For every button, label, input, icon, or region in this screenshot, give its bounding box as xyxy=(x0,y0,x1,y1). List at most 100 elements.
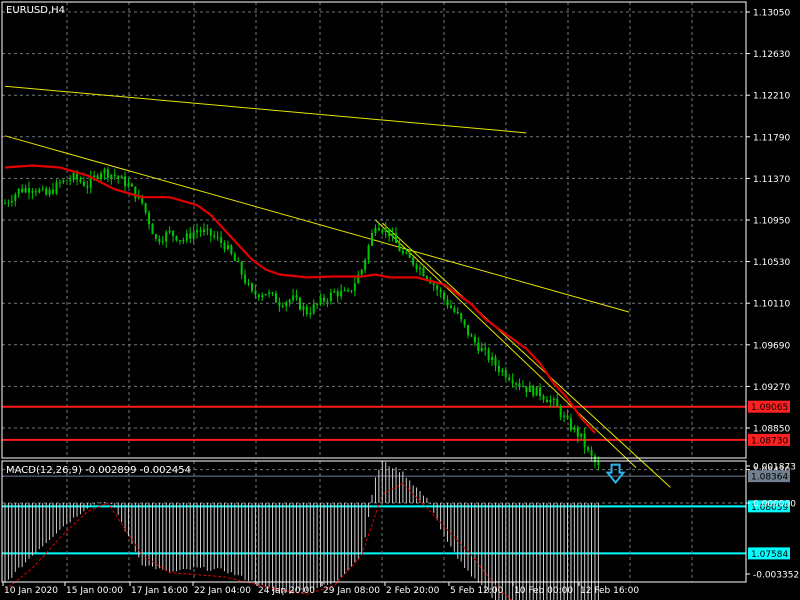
candle-body xyxy=(559,406,562,417)
candle-body xyxy=(528,385,531,393)
candle-body xyxy=(364,259,367,270)
candle-body xyxy=(288,300,291,303)
price-level-tag xyxy=(748,400,790,413)
candle-body xyxy=(333,291,336,293)
candle-body xyxy=(7,202,10,204)
candle-body xyxy=(130,183,133,187)
candle-body xyxy=(473,336,476,343)
candle-body xyxy=(566,415,569,419)
candle-body xyxy=(521,386,524,388)
candle-body xyxy=(539,387,542,397)
trendlines[interactable] xyxy=(4,85,671,488)
candle-body xyxy=(244,274,247,284)
candle-body xyxy=(189,233,192,239)
candle-body xyxy=(168,230,171,233)
candle-body xyxy=(583,433,586,448)
down-arrow-icon[interactable] xyxy=(605,463,626,485)
price-tick-label: 1.12210 xyxy=(753,92,790,102)
candle-body xyxy=(120,176,123,179)
chart-frames xyxy=(1,1,747,583)
candle-body xyxy=(141,195,144,204)
price-level-value: 1.09065 xyxy=(751,403,788,413)
candle-body xyxy=(264,293,267,296)
candle-body xyxy=(199,230,202,232)
candle-body xyxy=(340,290,343,297)
candle-body xyxy=(449,305,452,309)
trendline[interactable] xyxy=(4,85,527,134)
candle-body xyxy=(453,308,456,312)
time-tick-label: 5 Feb 12:00 xyxy=(450,586,504,596)
price-level-tag xyxy=(748,547,790,560)
macd-tick-label: -0.003352 xyxy=(753,571,799,581)
candle-body xyxy=(55,182,58,194)
candle-body xyxy=(103,169,106,174)
time-tick-label: 17 Jan 16:00 xyxy=(131,586,188,596)
down-arrow-shape[interactable] xyxy=(605,463,626,485)
candle-body xyxy=(17,188,20,195)
candle-body xyxy=(542,396,545,400)
horizontal-levels[interactable] xyxy=(2,405,746,555)
candle-body xyxy=(10,200,13,203)
candle-body xyxy=(254,291,257,295)
trendline[interactable] xyxy=(4,135,630,313)
candle-body xyxy=(374,227,377,234)
candle-body xyxy=(573,427,576,430)
candle-body xyxy=(110,174,113,178)
trendline[interactable] xyxy=(375,219,637,468)
candle-body xyxy=(384,228,387,233)
candle-body xyxy=(41,188,44,190)
candle-body xyxy=(206,228,209,230)
candle-body xyxy=(326,300,329,302)
candle-body xyxy=(391,233,394,237)
price-tick-label: 1.11790 xyxy=(753,133,790,143)
time-tick-label: 15 Jan 00:00 xyxy=(66,586,123,596)
candle-body xyxy=(549,400,552,403)
candle-body xyxy=(357,274,360,284)
candle-body xyxy=(525,386,528,393)
main-frame xyxy=(1,1,747,459)
candle-body xyxy=(316,303,319,305)
candle-body xyxy=(82,181,85,186)
candle-body xyxy=(408,252,411,258)
candle-body xyxy=(48,189,51,195)
time-axis[interactable]: 10 Jan 2020 15 Jan 00:00 17 Jan 16:00 22 Ja… xyxy=(2,582,639,596)
macd-signal-line xyxy=(4,482,513,600)
candle-body xyxy=(347,290,349,292)
price-tick-label: 1.13050 xyxy=(753,9,790,19)
macd-tick-label: 0.000000 xyxy=(753,500,796,510)
candle-body xyxy=(86,185,89,188)
candle-body xyxy=(395,233,398,244)
candle-body xyxy=(405,252,408,254)
price-tick-label: 1.11370 xyxy=(753,175,790,185)
candle-body xyxy=(117,175,120,179)
candle-body xyxy=(106,169,109,178)
time-tick-label: 12 Feb 16:00 xyxy=(580,586,639,596)
candle-body xyxy=(371,233,374,246)
candle-body xyxy=(223,242,226,250)
candle-body xyxy=(343,290,346,292)
candle-body xyxy=(545,399,548,403)
candle-body xyxy=(192,232,195,239)
candle-body xyxy=(388,228,391,237)
candle-body xyxy=(144,203,147,213)
time-tick-label: 22 Jan 04:00 xyxy=(194,586,251,596)
candle-body xyxy=(62,180,65,183)
candle-body xyxy=(285,302,288,307)
candle-body xyxy=(226,245,229,250)
candle-body xyxy=(576,427,579,437)
price-tick-label: 1.08850 xyxy=(753,425,790,435)
candle-body xyxy=(377,227,380,231)
price-tick-label: 1.10950 xyxy=(753,217,790,227)
candle-body xyxy=(470,335,473,337)
price-tick-label: 1.10530 xyxy=(753,258,790,268)
time-tick-label: 29 Jan 08:00 xyxy=(323,586,380,596)
candle-body xyxy=(274,293,277,303)
moving-average-line xyxy=(4,164,596,434)
macd-axis[interactable]: 0.001873 0.000000 -0.003352 xyxy=(746,463,799,581)
candle-body xyxy=(322,297,325,302)
price-level-tag xyxy=(748,433,790,446)
trendline[interactable] xyxy=(381,222,671,488)
candle-body xyxy=(467,324,470,336)
macd-histogram xyxy=(4,461,599,600)
